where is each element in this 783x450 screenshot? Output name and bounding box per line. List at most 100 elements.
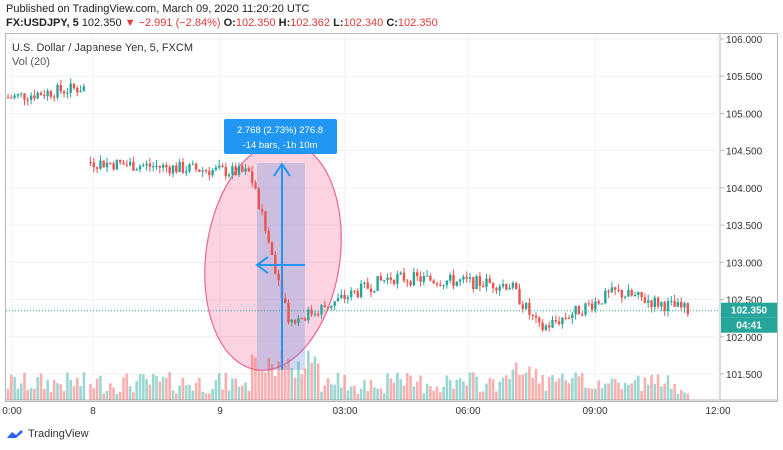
candle-body [363, 282, 366, 284]
candle-body [435, 283, 439, 285]
volume-bar [643, 377, 647, 400]
volume-bar [277, 361, 280, 400]
candle-body [122, 162, 125, 165]
candle-body [412, 272, 416, 286]
candle-body [501, 284, 505, 287]
candle-body [221, 165, 224, 168]
price-tag-value: 102.350 [731, 306, 768, 317]
volume-bar [415, 381, 419, 400]
candle-body [637, 292, 640, 295]
candle-body [161, 164, 165, 168]
volume-bar [409, 375, 412, 400]
y-tick-label: 106.000 [726, 35, 763, 46]
volume-bar [320, 391, 323, 400]
volume-bar [356, 393, 360, 400]
candle-body [666, 300, 670, 311]
volume-bar [528, 366, 531, 400]
volume-bar [29, 387, 33, 400]
candle-body [148, 163, 152, 167]
high-value: 102.362 [290, 17, 331, 29]
candle-body [521, 304, 524, 309]
candle-body [518, 288, 521, 305]
volume-bar [623, 382, 627, 400]
candle-body [396, 274, 399, 284]
volume-bar [534, 369, 538, 400]
volume-bar [574, 372, 577, 400]
volume-bar [475, 376, 478, 400]
volume-bar [442, 386, 445, 400]
volume-bar [617, 382, 620, 400]
candle-body [614, 287, 617, 290]
candle-body [158, 165, 161, 168]
volume-bar [49, 392, 53, 400]
candle-body [630, 290, 633, 296]
candle-body [406, 280, 409, 282]
volume-bar [118, 391, 122, 400]
volume-bar [264, 372, 267, 400]
candle-body [442, 285, 445, 287]
volume-bar [89, 383, 92, 400]
candle-body [607, 290, 610, 293]
candle-body [462, 276, 465, 280]
candle-body [336, 297, 340, 302]
volume-bar [204, 393, 208, 400]
y-tick-label: 104.000 [726, 184, 763, 195]
volume-bar [349, 386, 353, 400]
candle-body [452, 274, 455, 286]
volume-bar [465, 385, 468, 400]
candle-body [620, 289, 623, 298]
volume-bar [640, 390, 643, 400]
volume-bar [267, 357, 270, 400]
candle-body [491, 282, 495, 289]
candle-body [69, 83, 72, 93]
volume-bar [142, 374, 145, 400]
candle-body [554, 319, 557, 322]
candle-body [313, 314, 317, 316]
volume-bar [224, 372, 228, 400]
y-tick-label: 105.500 [726, 72, 763, 83]
volume-bar [521, 374, 525, 400]
candle-body [138, 166, 142, 170]
low-label: L: [333, 17, 344, 29]
candle-body [617, 289, 620, 291]
candle-body [340, 294, 343, 298]
candle-body [16, 94, 20, 96]
volume-bar [214, 380, 218, 400]
volume-bar [6, 388, 10, 400]
candle-body [267, 230, 270, 243]
candle-body [188, 164, 191, 172]
candle-body [297, 318, 300, 324]
volume-bar [211, 388, 214, 400]
candle-body [419, 276, 422, 282]
candle-body [251, 171, 254, 183]
volume-bar [676, 393, 680, 400]
candle-body [425, 275, 429, 277]
volume-bar [656, 374, 660, 400]
volume-bar [590, 388, 594, 400]
volume-bar [448, 380, 452, 400]
candle-body [204, 170, 208, 172]
volume-bar [498, 381, 501, 400]
high-label: H: [278, 17, 291, 29]
candle-body [604, 290, 607, 304]
x-tick-label: 09:00 [582, 406, 607, 417]
volume-bar [679, 389, 683, 400]
volume-bar [158, 381, 162, 400]
volume-bar [217, 373, 221, 400]
candle-body [643, 297, 647, 303]
volume-bar [39, 373, 43, 400]
candle-body [376, 276, 379, 291]
volume-bar [544, 390, 548, 400]
chart-pane[interactable] [5, 33, 778, 402]
volume-bar [666, 375, 670, 400]
candle-body [175, 165, 178, 172]
volume-bar [310, 362, 313, 400]
candle-body [76, 88, 79, 93]
volume-bar [194, 382, 198, 400]
candle-body [310, 309, 313, 315]
candle-body [95, 167, 99, 169]
volume-bar [531, 377, 534, 400]
y-tick-label: 102.000 [726, 333, 763, 344]
volume-bar [472, 372, 475, 400]
